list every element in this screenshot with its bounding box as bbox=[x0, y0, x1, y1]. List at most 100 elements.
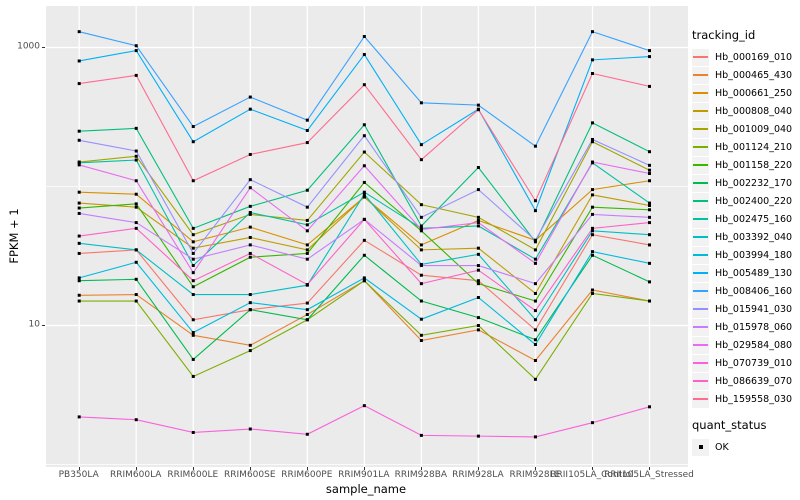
data-point bbox=[533, 208, 537, 212]
data-point bbox=[647, 242, 651, 246]
legend-key-swatch bbox=[692, 210, 709, 228]
data-point bbox=[191, 257, 195, 261]
legend-item-label: Hb_001158_220 bbox=[715, 159, 793, 171]
data-point bbox=[77, 201, 81, 205]
data-point bbox=[248, 292, 252, 296]
data-point bbox=[362, 180, 366, 184]
data-point bbox=[419, 273, 423, 277]
data-point bbox=[590, 253, 594, 257]
x-tick-label: RRIM928LA bbox=[452, 470, 504, 480]
data-point bbox=[647, 215, 651, 219]
black-square-point-icon bbox=[698, 445, 703, 449]
data-point bbox=[362, 122, 366, 126]
data-point bbox=[134, 126, 138, 130]
legend-items: Hb_000169_010 Hb_000465_430 Hb_000661_250 H… bbox=[692, 48, 798, 408]
data-point bbox=[362, 190, 366, 194]
x-tick-label: RRIM600SE bbox=[224, 470, 276, 480]
data-point bbox=[305, 228, 309, 232]
legend-item-label: Hb_159558_030 bbox=[715, 393, 793, 405]
data-point bbox=[419, 433, 423, 437]
data-point bbox=[305, 307, 309, 311]
legend: tracking_id Hb_000169_010 Hb_000465_430 Hb… bbox=[692, 28, 798, 456]
legend-key-line-icon bbox=[693, 236, 708, 238]
data-point bbox=[134, 299, 138, 303]
legend-key-swatch bbox=[692, 174, 709, 192]
data-point bbox=[248, 95, 252, 99]
data-point bbox=[590, 160, 594, 164]
data-point bbox=[305, 205, 309, 209]
data-point bbox=[134, 48, 138, 52]
legend-title-quant-status: quant_status bbox=[692, 418, 767, 432]
legend-key-swatch bbox=[692, 318, 709, 336]
data-point bbox=[647, 168, 651, 172]
data-point bbox=[248, 177, 252, 181]
data-point bbox=[248, 210, 252, 214]
data-point bbox=[77, 293, 81, 297]
data-point bbox=[533, 337, 537, 341]
x-tick-mark bbox=[591, 466, 593, 470]
x-tick-mark bbox=[649, 466, 650, 470]
x-tick-label: RRIM600PE bbox=[281, 470, 333, 480]
legend-item-label: Hb_015941_030 bbox=[715, 303, 793, 315]
legend-item: Hb_015941_030 bbox=[692, 300, 798, 318]
legend-key-swatch bbox=[692, 102, 709, 120]
data-point bbox=[248, 235, 252, 239]
data-point bbox=[647, 84, 651, 88]
legend-key-swatch bbox=[692, 156, 709, 174]
data-point bbox=[590, 29, 594, 33]
x-tick-label: PB350LA bbox=[58, 470, 99, 480]
data-point bbox=[191, 270, 195, 274]
data-point bbox=[191, 239, 195, 243]
legend-key-line-icon bbox=[693, 272, 708, 274]
data-point bbox=[419, 157, 423, 161]
legend-item-label: Hb_086639_070 bbox=[715, 375, 793, 387]
data-point bbox=[647, 207, 651, 211]
data-point bbox=[476, 268, 480, 272]
legend-key-line-icon bbox=[693, 380, 708, 382]
data-point bbox=[305, 218, 309, 222]
legend-item-label: Hb_008406_160 bbox=[715, 285, 793, 297]
data-point bbox=[248, 225, 252, 229]
data-point bbox=[419, 242, 423, 246]
data-point bbox=[134, 220, 138, 224]
legend-key-line-icon bbox=[693, 308, 708, 310]
data-point bbox=[191, 246, 195, 250]
y-tick-label: 1000 bbox=[17, 41, 40, 52]
x-tick-mark bbox=[420, 466, 422, 470]
data-point bbox=[362, 275, 366, 279]
data-point bbox=[191, 278, 195, 282]
data-point bbox=[590, 212, 594, 216]
legend-item: Hb_000465_430 bbox=[692, 66, 798, 84]
data-point bbox=[419, 317, 423, 321]
data-point bbox=[476, 315, 480, 319]
legend-key-swatch bbox=[692, 192, 709, 210]
data-point bbox=[134, 43, 138, 47]
x-tick-mark bbox=[192, 466, 194, 470]
data-point bbox=[419, 247, 423, 251]
data-point bbox=[419, 142, 423, 146]
data-point bbox=[419, 281, 423, 285]
legend-key-line-icon bbox=[693, 110, 708, 112]
legend-key-swatch bbox=[692, 264, 709, 282]
data-point bbox=[191, 139, 195, 143]
data-point bbox=[647, 203, 651, 207]
legend-key-swatch bbox=[692, 120, 709, 138]
data-point bbox=[305, 257, 309, 261]
y-tick-mark bbox=[42, 325, 45, 326]
data-point bbox=[77, 275, 81, 279]
data-point bbox=[134, 247, 138, 251]
data-point bbox=[305, 188, 309, 192]
data-point bbox=[476, 187, 480, 191]
legend-item-label: Hb_002232_170 bbox=[715, 177, 793, 189]
legend-key-line-icon bbox=[693, 398, 708, 400]
x-tick-label: RRIM901LA bbox=[338, 470, 390, 480]
legend-item-label: Hb_003994_180 bbox=[715, 249, 793, 261]
legend-key-line-icon bbox=[693, 254, 708, 256]
data-point bbox=[362, 34, 366, 38]
legend-item-label: Hb_000465_430 bbox=[715, 69, 793, 81]
data-point bbox=[134, 201, 138, 205]
data-point bbox=[248, 251, 252, 255]
data-point bbox=[191, 317, 195, 321]
data-point bbox=[248, 204, 252, 208]
x-tick-mark bbox=[477, 466, 479, 470]
